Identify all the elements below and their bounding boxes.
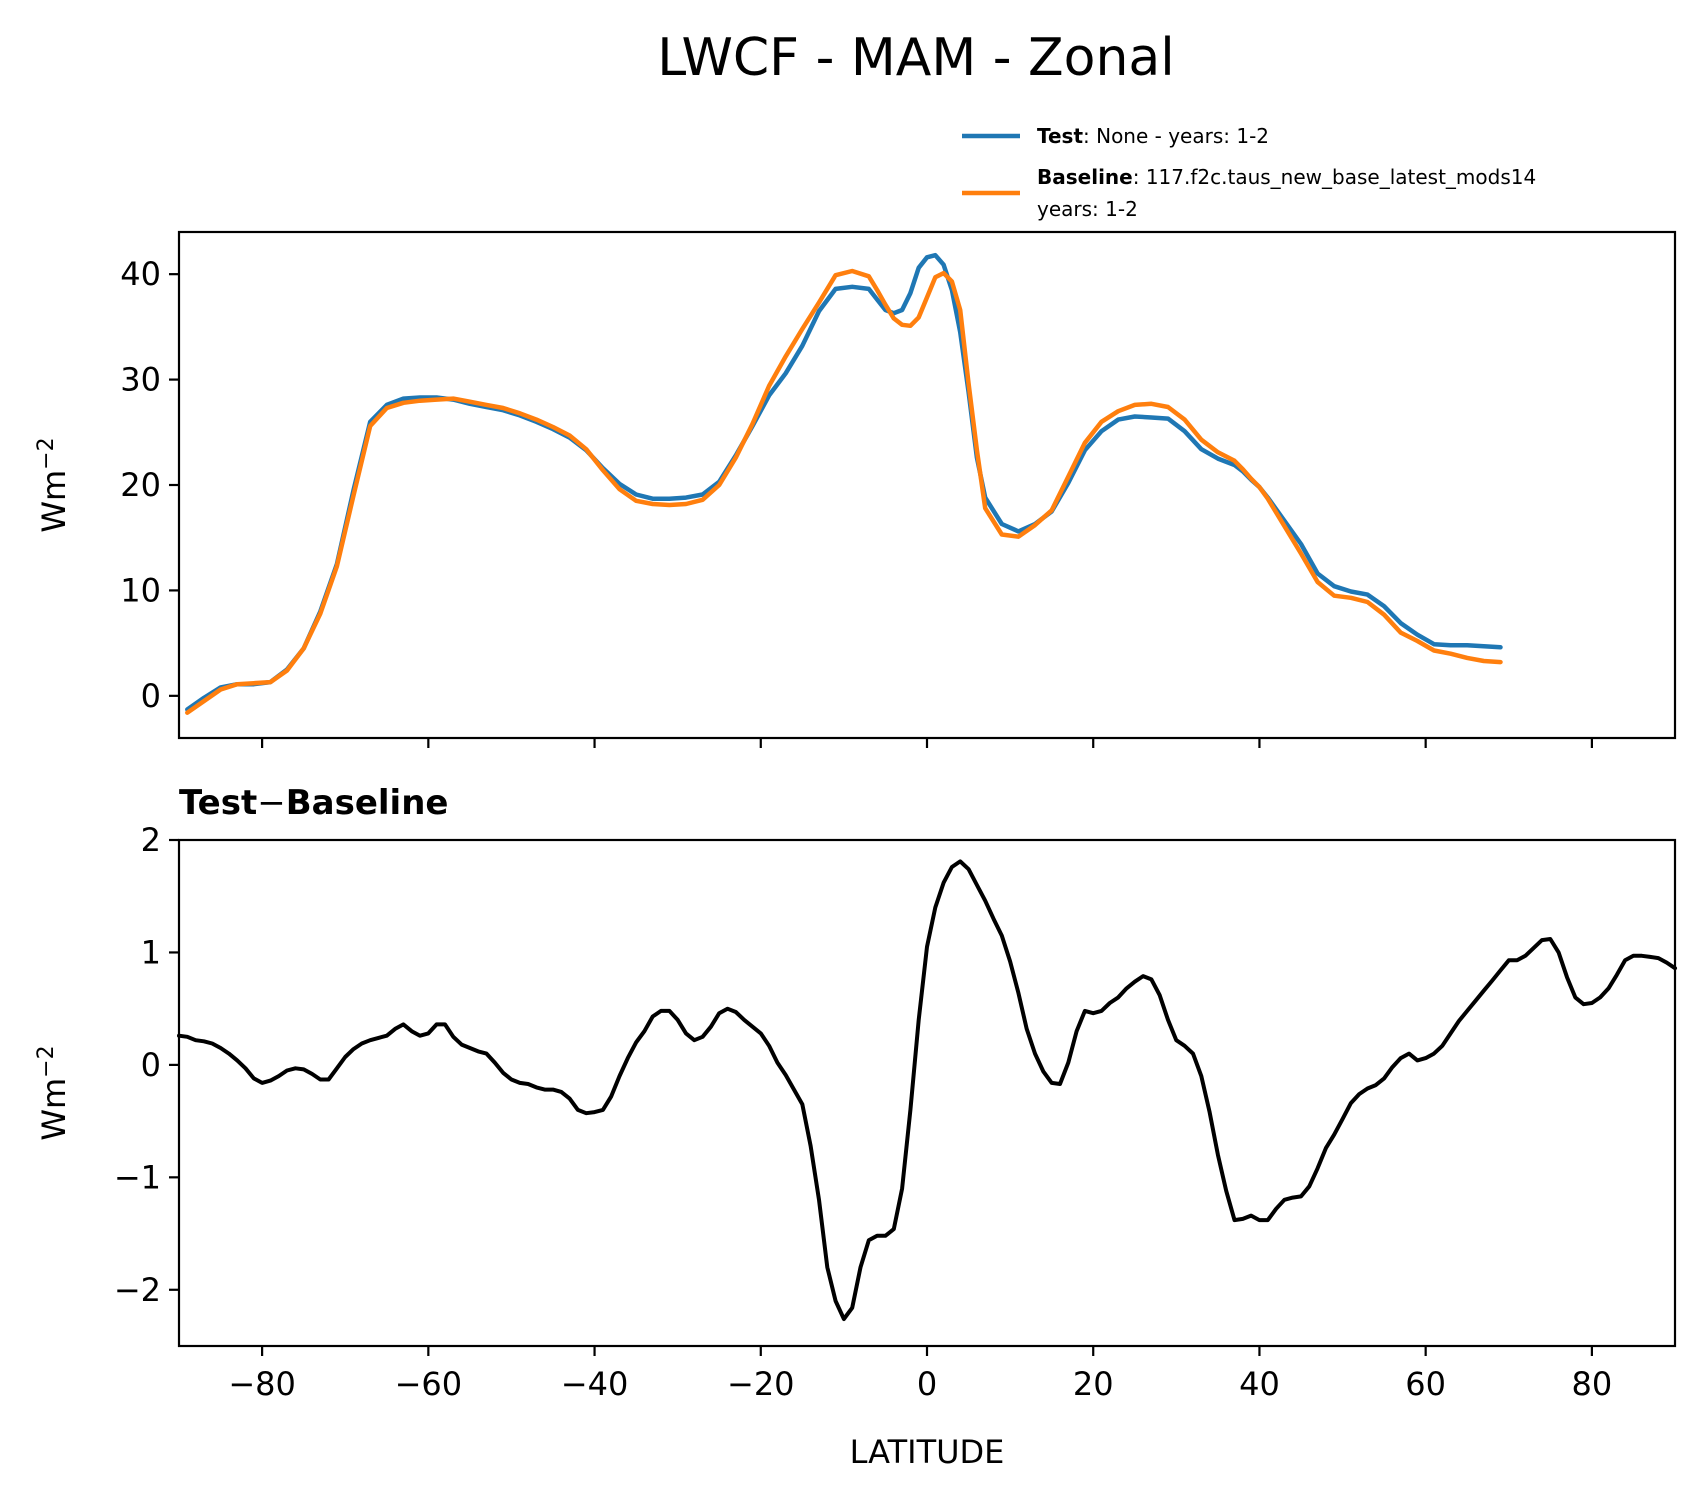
bottom-subtitle-test: Test (179, 783, 257, 823)
legend-test-bold: Test (1037, 124, 1083, 148)
legend-label-baseline-line2: years: 1-2 (1037, 197, 1138, 221)
legend-label-baseline: Baseline: 117.f2c.taus_new_base_latest_m… (1037, 165, 1536, 189)
xtick-label: 40 (1239, 1365, 1280, 1403)
top-panel: 0 10 20 30 40 Wm−2 (34, 230, 1677, 748)
xtick-label: −20 (727, 1365, 795, 1403)
top-ylabel-main: Wm (35, 470, 73, 533)
xtick-label: 0 (917, 1365, 937, 1403)
top-ylabel-sup: −2 (34, 437, 59, 469)
bottom-ytick-label: 1 (141, 933, 161, 971)
bottom-ytick-label: 2 (141, 821, 161, 859)
legend-baseline-text: : 117.f2c.taus_new_base_latest_mods14 (1133, 165, 1536, 189)
bottom-subtitle-baseline: Baseline (286, 783, 449, 823)
bottom-yticks: −2 −1 0 1 2 (114, 821, 179, 1309)
xtick-label: 60 (1405, 1365, 1446, 1403)
top-series-group (185, 252, 1503, 715)
bottom-subtitle: Test−Baseline (179, 783, 448, 823)
xtick-label: −80 (228, 1365, 296, 1403)
bottom-ytick-label: −2 (114, 1271, 161, 1309)
legend-baseline-bold: Baseline (1037, 165, 1133, 189)
bottom-ytick-label: −1 (114, 1158, 161, 1196)
xtick-label: −60 (395, 1365, 463, 1403)
xtick-label: 20 (1073, 1365, 1114, 1403)
bottom-ylabel-main: Wm (35, 1078, 73, 1141)
top-xticks (261, 738, 1593, 748)
bottom-ytick-label: 0 (141, 1046, 161, 1084)
chart-title: LWCF - MAM - Zonal (657, 28, 1175, 88)
top-yticks: 0 10 20 30 40 (120, 255, 179, 715)
bottom-ylabel-sup: −2 (34, 1045, 59, 1077)
top-ylabel: Wm−2 (34, 437, 74, 532)
top-ytick-label: 0 (141, 677, 161, 715)
top-ytick-label: 10 (120, 571, 161, 609)
top-ytick-label: 40 (120, 255, 161, 293)
xtick-label: −40 (561, 1365, 629, 1403)
legend-test-text: : None - years: 1-2 (1083, 124, 1269, 148)
bottom-xticks: −80 −60 −40 −20 0 20 40 60 80 (228, 1346, 1612, 1403)
bottom-subtitle-minus: − (257, 783, 286, 823)
legend-label-test: Test: None - years: 1-2 (1037, 124, 1269, 148)
bottom-series-group (177, 859, 1677, 1321)
xtick-label: 80 (1572, 1365, 1613, 1403)
bottom-series-line-test-baseline (177, 859, 1677, 1321)
legend: Test: None - years: 1-2 Baseline: 117.f2… (962, 124, 1536, 221)
bottom-ylabel: Wm−2 (34, 1045, 74, 1140)
x-axis-label: LATITUDE (850, 1433, 1005, 1471)
top-series-line-baseline (185, 268, 1503, 715)
top-ytick-label: 30 (120, 361, 161, 399)
top-ytick-label: 20 (120, 466, 161, 504)
